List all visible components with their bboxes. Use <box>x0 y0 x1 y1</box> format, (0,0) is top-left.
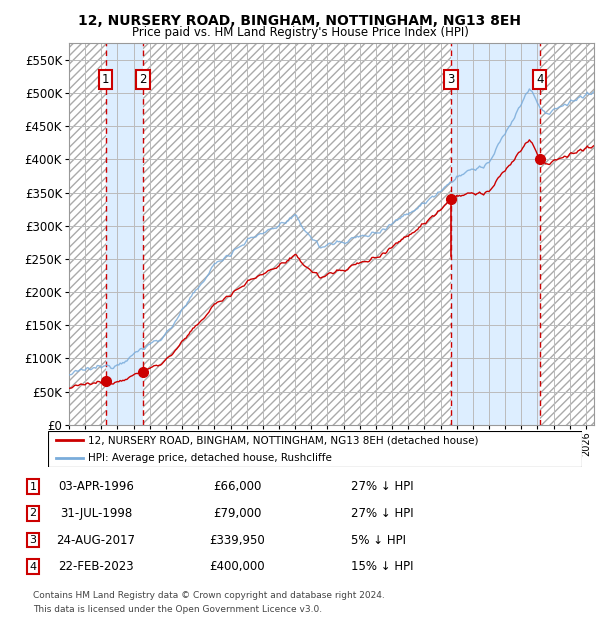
Text: 12, NURSERY ROAD, BINGHAM, NOTTINGHAM, NG13 8EH: 12, NURSERY ROAD, BINGHAM, NOTTINGHAM, N… <box>79 14 521 28</box>
Text: 2: 2 <box>29 508 37 518</box>
Text: HPI: Average price, detached house, Rushcliffe: HPI: Average price, detached house, Rush… <box>88 453 332 463</box>
Text: 4: 4 <box>29 562 37 572</box>
Text: Price paid vs. HM Land Registry's House Price Index (HPI): Price paid vs. HM Land Registry's House … <box>131 26 469 39</box>
Text: £79,000: £79,000 <box>213 507 261 520</box>
Text: 03-APR-1996: 03-APR-1996 <box>58 480 134 493</box>
Text: 15% ↓ HPI: 15% ↓ HPI <box>351 560 413 573</box>
Text: £400,000: £400,000 <box>209 560 265 573</box>
Text: 31-JUL-1998: 31-JUL-1998 <box>60 507 132 520</box>
Text: 12, NURSERY ROAD, BINGHAM, NOTTINGHAM, NG13 8EH (detached house): 12, NURSERY ROAD, BINGHAM, NOTTINGHAM, N… <box>88 435 479 445</box>
Bar <box>143 43 451 425</box>
Text: £66,000: £66,000 <box>213 480 261 493</box>
Text: 27% ↓ HPI: 27% ↓ HPI <box>351 507 413 520</box>
Text: 24-AUG-2017: 24-AUG-2017 <box>56 534 136 546</box>
Text: Contains HM Land Registry data © Crown copyright and database right 2024.: Contains HM Land Registry data © Crown c… <box>33 591 385 600</box>
Bar <box>540 43 594 425</box>
Bar <box>69 43 106 425</box>
Text: 1: 1 <box>29 482 37 492</box>
Text: 4: 4 <box>536 73 544 86</box>
Text: 3: 3 <box>448 73 455 86</box>
Bar <box>106 43 143 425</box>
Text: 2: 2 <box>139 73 147 86</box>
Text: £339,950: £339,950 <box>209 534 265 546</box>
Text: 22-FEB-2023: 22-FEB-2023 <box>58 560 134 573</box>
Text: 1: 1 <box>102 73 109 86</box>
Text: 27% ↓ HPI: 27% ↓ HPI <box>351 480 413 493</box>
Text: 5% ↓ HPI: 5% ↓ HPI <box>351 534 406 546</box>
Bar <box>451 43 540 425</box>
Text: This data is licensed under the Open Government Licence v3.0.: This data is licensed under the Open Gov… <box>33 604 322 614</box>
Text: 3: 3 <box>29 535 37 545</box>
